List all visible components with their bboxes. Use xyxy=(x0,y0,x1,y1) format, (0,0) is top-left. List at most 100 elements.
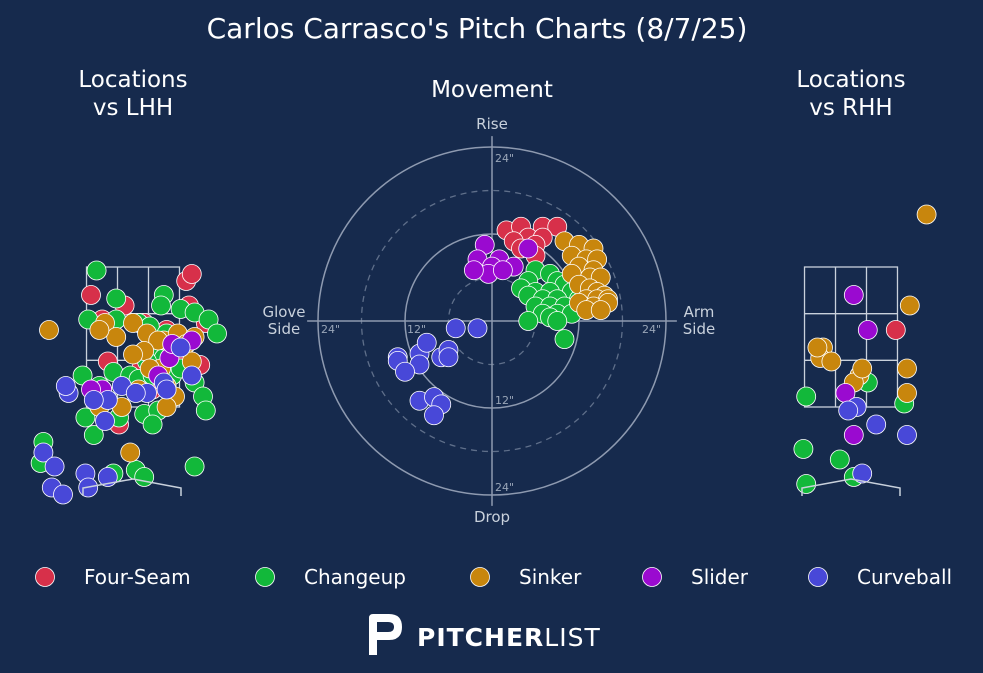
movement-title: Movement xyxy=(431,77,553,103)
legend-marker-four-seam xyxy=(35,567,55,587)
movement-panel: Movement 24" 12" 24" 24" 12" 24" Rise Drop Gl… xyxy=(262,77,715,526)
legend-label-slider: Slider xyxy=(691,565,749,589)
movement-ring-label: 12" xyxy=(407,323,426,336)
lhh-point-curveball xyxy=(181,365,202,386)
rhh-point-slider xyxy=(843,425,864,445)
legend-marker-sinker xyxy=(470,567,490,587)
rhh-point-sinker xyxy=(807,337,828,358)
rhh-point-slider xyxy=(857,320,878,340)
lhh-point-sinker xyxy=(120,442,141,463)
rhh-point-sinker xyxy=(897,358,917,379)
lhh-point-sinker xyxy=(89,320,110,340)
lhh-point-curveball xyxy=(95,411,115,431)
lhh-point-curveball xyxy=(44,456,65,477)
lhh-point-four-seam xyxy=(181,264,202,284)
rhh-point-changeup xyxy=(829,449,850,470)
lhh-point-curveball xyxy=(33,442,54,463)
pitcherlist-logo-icon-cutout xyxy=(377,622,394,632)
legend-label-changeup: Changeup xyxy=(304,565,406,589)
movement-glove-label-2: Side xyxy=(268,320,300,338)
rhh-point-curveball xyxy=(838,400,859,421)
brand-wordmark: PITCHERLIST xyxy=(417,623,601,652)
locations-lhh-panel: Locations vs LHH xyxy=(30,67,227,505)
rhh-point-changeup xyxy=(796,474,817,494)
rhh-point-sinker xyxy=(897,383,917,403)
lhh-point-curveball xyxy=(156,379,177,400)
legend-marker-changeup xyxy=(255,567,275,587)
lhh-point-curveball xyxy=(125,383,146,403)
brand-wordmark-bold: PITCHER xyxy=(417,623,544,652)
movement-ring-label: 24" xyxy=(495,481,514,494)
lhh-title-line1: Locations xyxy=(78,67,187,93)
movement-point-curveball xyxy=(438,347,459,368)
lhh-point-sinker xyxy=(106,327,127,347)
rhh-title-line1: Locations xyxy=(796,67,905,93)
lhh-point-curveball xyxy=(55,376,76,396)
lhh-point-changeup xyxy=(142,414,163,435)
movement-point-curveball xyxy=(445,318,466,339)
lhh-point-four-seam xyxy=(81,285,101,305)
lhh-point-changeup xyxy=(207,323,227,344)
lhh-point-changeup xyxy=(184,456,205,477)
legend-label-curveball: Curveball xyxy=(857,565,952,589)
locations-rhh-panel: Locations vs RHH xyxy=(793,67,937,496)
movement-ring-label: 24" xyxy=(321,323,340,336)
lhh-point-sinker xyxy=(39,320,59,340)
rhh-point-four-seam xyxy=(885,320,906,340)
lhh-pitch-points xyxy=(30,260,227,505)
movement-point-slider xyxy=(492,260,513,281)
rhh-title-line2: vs RHH xyxy=(809,95,892,121)
rhh-point-changeup xyxy=(796,386,817,407)
legend-item-four-seam: Four-Seam xyxy=(35,565,191,589)
movement-point-changeup xyxy=(547,311,568,331)
movement-point-slider xyxy=(463,260,484,281)
movement-arm-label-1: Arm xyxy=(684,303,715,321)
legend: Four-Seam Changeup Sinker Slider Curveball xyxy=(35,565,952,589)
movement-arm-label-2: Side xyxy=(683,320,715,338)
rhh-point-sinker xyxy=(916,204,937,225)
rhh-point-changeup xyxy=(793,439,814,459)
movement-rise-label: Rise xyxy=(476,115,508,133)
lhh-point-curveball xyxy=(83,390,104,410)
movement-point-slider xyxy=(518,238,539,259)
rhh-pitch-points xyxy=(793,204,937,494)
legend-item-changeup: Changeup xyxy=(255,565,406,589)
movement-grid: 24" 12" 24" 24" 12" 24" xyxy=(307,136,677,506)
movement-glove-label-1: Glove xyxy=(262,303,305,321)
rhh-point-sinker xyxy=(852,358,873,379)
movement-point-curveball xyxy=(467,318,488,339)
lhh-point-sinker xyxy=(123,344,143,365)
movement-pitch-points xyxy=(387,216,618,426)
legend-label-sinker: Sinker xyxy=(519,565,582,589)
movement-point-changeup xyxy=(554,329,575,350)
pitcherlist-logo: PITCHERLIST xyxy=(369,614,601,655)
legend-label-four-seam: Four-Seam xyxy=(84,565,191,589)
legend-item-slider: Slider xyxy=(642,565,749,589)
lhh-point-curveball xyxy=(53,484,73,505)
brand-wordmark-light: LIST xyxy=(544,623,600,652)
legend-item-sinker: Sinker xyxy=(470,565,582,589)
lhh-title-line2: vs LHH xyxy=(93,95,173,121)
rhh-point-slider xyxy=(843,285,864,305)
rhh-home-plate xyxy=(801,478,901,496)
lhh-point-curveball xyxy=(170,337,191,358)
lhh-point-changeup xyxy=(151,295,171,316)
lhh-point-curveball xyxy=(97,467,118,487)
movement-ring-label: 12" xyxy=(495,394,514,407)
movement-drop-label: Drop xyxy=(474,508,510,526)
movement-ring-label: 24" xyxy=(642,323,661,336)
lhh-point-changeup xyxy=(134,467,155,487)
lhh-point-sinker xyxy=(123,313,143,333)
movement-point-curveball xyxy=(395,361,415,382)
chart-title: Carlos Carrasco's Pitch Charts (8/7/25) xyxy=(207,12,748,45)
rhh-point-curveball xyxy=(866,414,887,435)
rhh-point-sinker xyxy=(899,295,920,316)
movement-ring-label: 24" xyxy=(495,152,514,165)
lhh-point-changeup xyxy=(195,400,216,421)
rhh-point-curveball xyxy=(897,425,917,445)
lhh-point-changeup xyxy=(106,288,127,309)
rhh-point-curveball xyxy=(852,463,873,484)
lhh-point-sinker xyxy=(156,397,177,417)
movement-point-curveball xyxy=(424,405,444,426)
